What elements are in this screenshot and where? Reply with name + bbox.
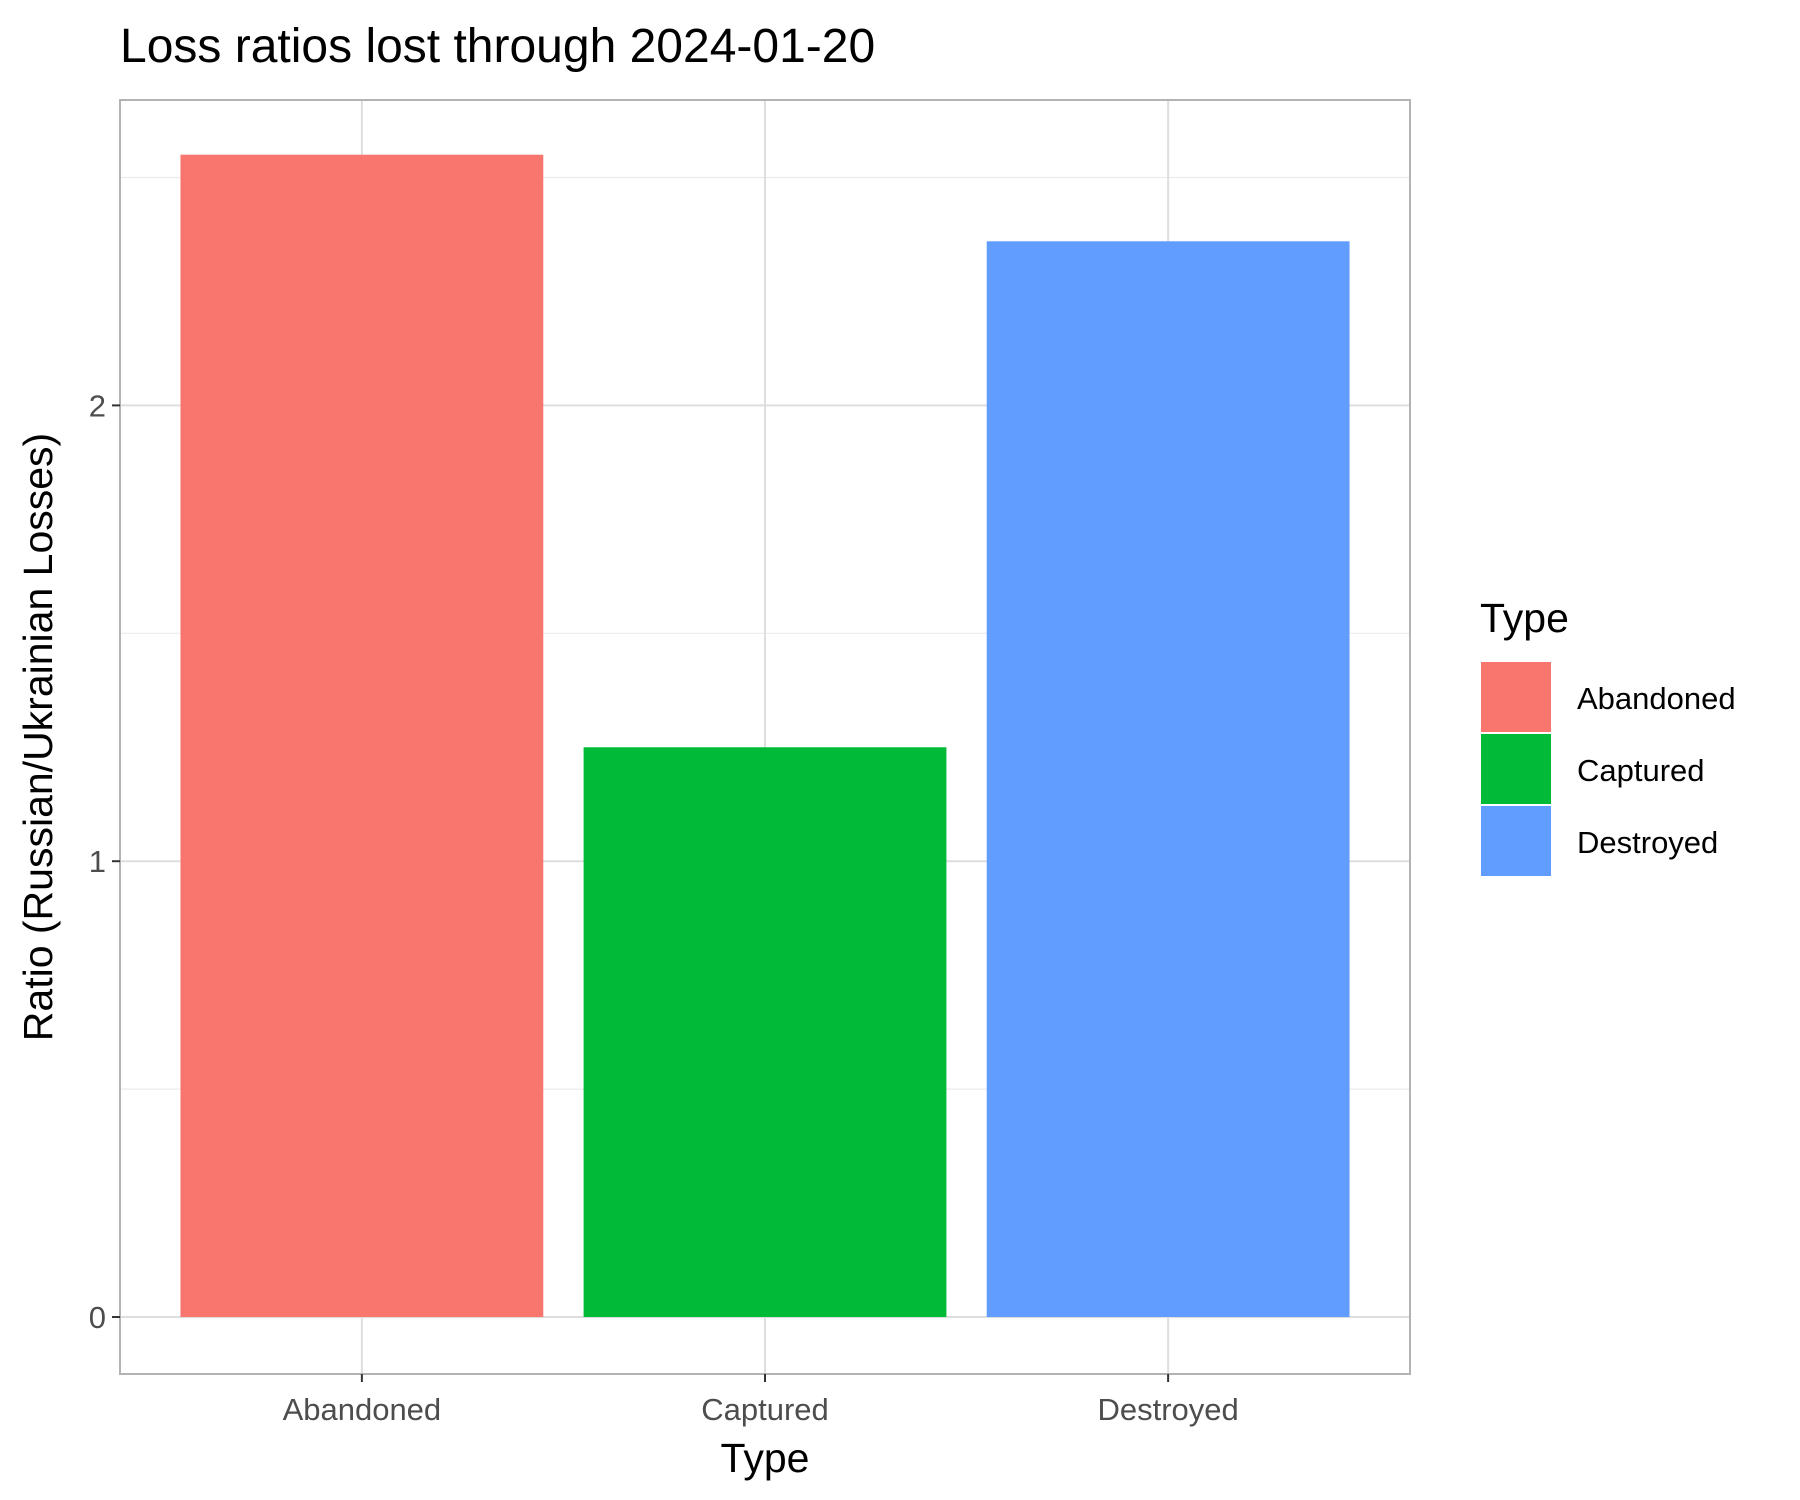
y-tick-label: 0 [89, 1300, 106, 1335]
bar-destroyed [986, 241, 1350, 1318]
y-axis-ticks: 0 1 2 [89, 388, 120, 1335]
legend-key-captured [1481, 734, 1551, 804]
legend-label-abandoned: Abandoned [1577, 681, 1736, 716]
y-axis-title: Ratio (Russian/Ukrainian Losses) [15, 433, 61, 1041]
chart-title: Loss ratios lost through 2024-01-20 [120, 20, 875, 73]
y-tick-label: 2 [89, 388, 106, 423]
bar-abandoned [180, 154, 544, 1318]
legend-key-destroyed [1481, 806, 1551, 876]
bar-captured [583, 747, 947, 1318]
bars [180, 154, 1350, 1318]
legend: Type Abandoned Captured Destroyed [1480, 595, 1736, 876]
legend-items: Abandoned Captured Destroyed [1481, 662, 1736, 876]
plot-panel [119, 99, 1411, 1375]
legend-title: Type [1480, 595, 1569, 641]
legend-key-abandoned [1481, 662, 1551, 732]
legend-label-destroyed: Destroyed [1577, 825, 1718, 860]
legend-label-captured: Captured [1577, 753, 1705, 788]
x-axis-ticks: Abandoned Captured Destroyed [283, 1374, 1239, 1427]
y-tick-label: 1 [89, 844, 106, 879]
x-tick-label: Destroyed [1097, 1392, 1238, 1427]
x-tick-label: Captured [701, 1392, 829, 1427]
x-tick-label: Abandoned [283, 1392, 442, 1427]
x-axis-title: Type [721, 1435, 810, 1481]
